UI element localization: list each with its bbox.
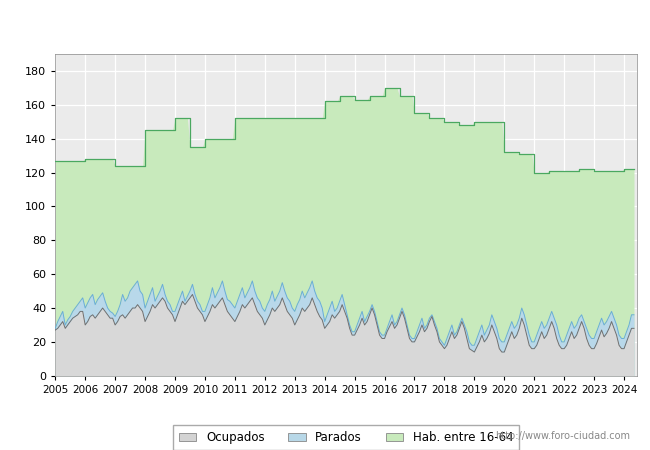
Text: Palacios del Pan - Evolucion de la poblacion en edad de Trabajar Mayo de 2024: Palacios del Pan - Evolucion de la pobla… (73, 17, 577, 30)
Text: http://www.foro-ciudad.com: http://www.foro-ciudad.com (495, 431, 630, 441)
Legend: Ocupados, Parados, Hab. entre 16-64: Ocupados, Parados, Hab. entre 16-64 (173, 426, 519, 450)
